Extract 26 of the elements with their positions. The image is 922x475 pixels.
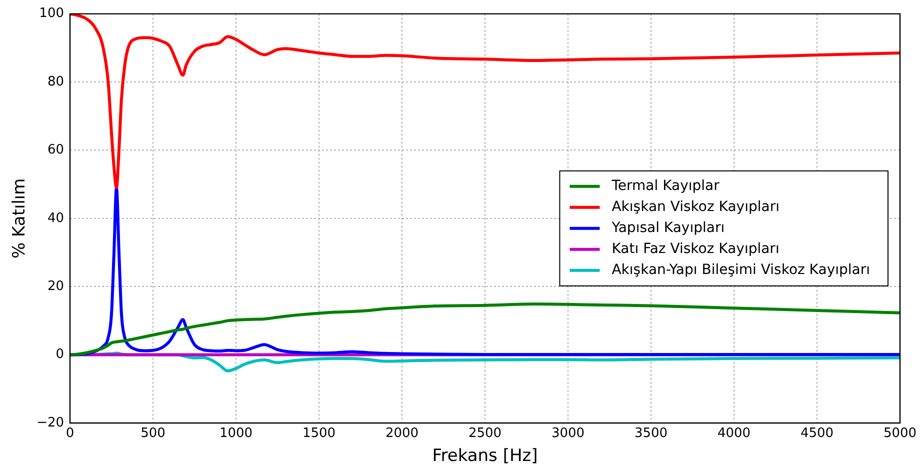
x-tick-label: 5000 xyxy=(883,426,917,442)
legend-label: Akışkan Viskoz Kayıpları xyxy=(612,199,780,216)
x-tick-label: 4500 xyxy=(800,426,834,442)
x-tick-label: 0 xyxy=(66,426,74,442)
y-tick-label: 60 xyxy=(47,142,64,158)
y-tick-label: 20 xyxy=(47,278,64,294)
y-tick-label: −20 xyxy=(36,415,64,430)
x-tick-label: 3500 xyxy=(634,426,668,442)
x-tick-label: 1000 xyxy=(219,426,253,442)
x-tick-label: 1500 xyxy=(302,426,336,442)
x-tick-label: 2000 xyxy=(385,426,419,442)
x-tick-label: 3000 xyxy=(551,426,585,442)
x-tick-label: 2500 xyxy=(468,426,502,442)
y-tick-label: 40 xyxy=(47,210,64,226)
x-tick-label: 500 xyxy=(140,426,166,442)
legend-label: Katı Faz Viskoz Kayıpları xyxy=(612,241,780,258)
y-axis-title: % Katılım xyxy=(10,178,30,259)
line-series xyxy=(70,302,900,356)
y-tick-label: 80 xyxy=(47,74,64,90)
x-tick-label: 4000 xyxy=(717,426,751,442)
x-axis-title: Frekans [Hz] xyxy=(432,446,538,466)
legend-label: Yapısal Kayıpları xyxy=(610,220,725,236)
y-tick-label: 100 xyxy=(39,6,64,22)
legend-label: Termal Kayıplar xyxy=(610,178,720,194)
y-tick-label: 0 xyxy=(56,347,64,362)
legend-label: Akışkan-Yapı Bileşimi Viskoz Kayıpları xyxy=(612,262,870,278)
